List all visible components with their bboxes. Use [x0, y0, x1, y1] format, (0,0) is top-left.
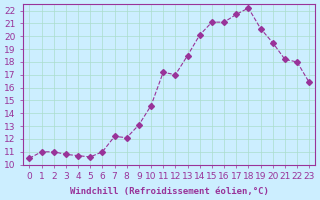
X-axis label: Windchill (Refroidissement éolien,°C): Windchill (Refroidissement éolien,°C) — [70, 187, 269, 196]
